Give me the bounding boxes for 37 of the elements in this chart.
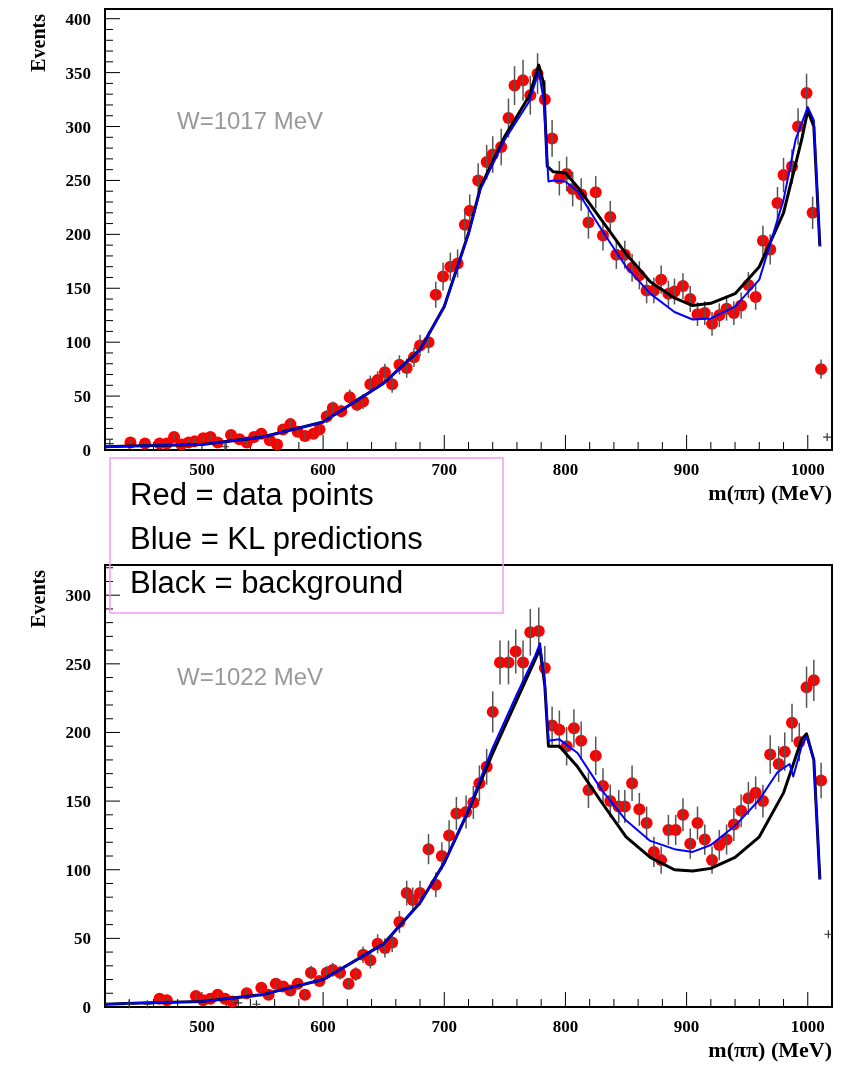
y-tick-label: 0 [82,998,91,1017]
y-tick-label: 150 [65,792,91,812]
x-tick-label: 700 [431,1017,458,1036]
y-tick-label: 250 [65,654,91,674]
text: Blue = KL predictions [130,521,423,556]
annotation: W=1017 MeV [177,107,324,134]
x-tick-label: 1000 [790,1017,825,1036]
x-tick-label: 1000 [790,460,825,479]
x-axis-title: m(ππ) (MeV) [708,1037,832,1062]
y-tick-label: 400 [65,9,91,29]
text: Red = data points [130,477,374,512]
y-tick-label: 100 [65,333,91,353]
y-tick-label: 50 [74,387,91,407]
y-tick-label: 300 [65,117,91,137]
y-axis-title: Events [27,569,49,628]
x-tick-label: 600 [310,460,336,479]
annotation: W=1022 MeV [177,663,324,690]
y-tick-label: 200 [65,723,91,743]
y-tick-label: 250 [65,171,91,191]
x-tick-label: 600 [310,1017,336,1036]
x-tick-label: 900 [673,460,700,479]
y-axis-title: Events [27,13,49,72]
x-tick-label: 500 [189,460,215,479]
x-tick-label: 900 [673,1017,700,1036]
x-tick-label: 800 [552,460,579,479]
y-tick-label: 300 [65,586,91,606]
x-axis-title: m(ππ) (MeV) [708,480,832,505]
y-tick-label: 100 [65,860,91,880]
annotation: Black = background [130,565,404,600]
y-tick-label: 0 [82,441,91,460]
x-tick-label: 700 [431,460,458,479]
y-tick-label: 150 [65,279,91,299]
x-tick-label: 800 [552,1017,579,1036]
y-tick-label: 50 [74,929,91,949]
y-tick-label: 200 [65,225,91,245]
x-tick-label: 500 [189,1017,215,1036]
y-tick-label: 350 [65,63,91,83]
